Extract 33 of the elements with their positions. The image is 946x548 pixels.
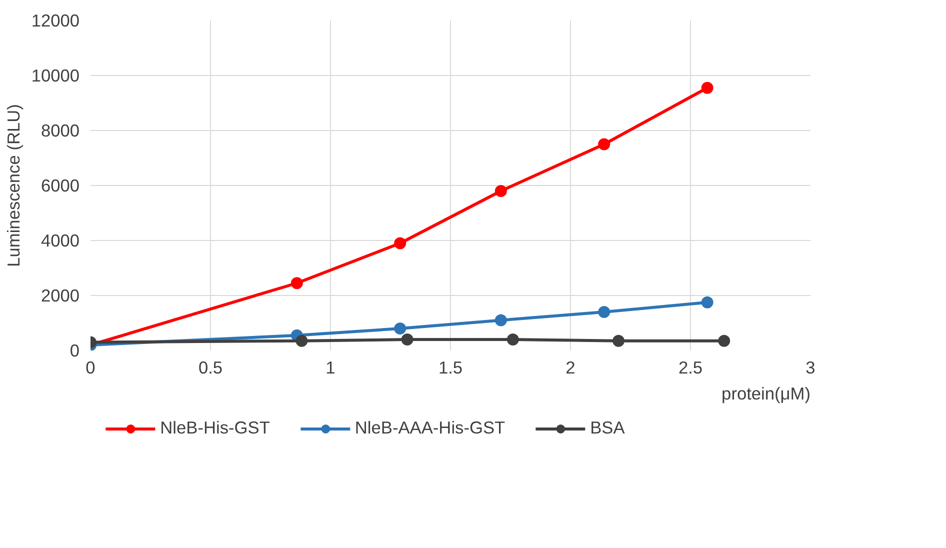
- x-axis-title: protein(μM): [722, 384, 811, 404]
- x-tick-label: 1: [326, 358, 336, 378]
- y-tick-label: 10000: [31, 66, 80, 86]
- legend-label: BSA: [590, 418, 625, 438]
- y-tick-label: 12000: [31, 10, 80, 30]
- point: [296, 334, 308, 347]
- point: [494, 314, 507, 326]
- x-tick-label: 2.5: [678, 358, 703, 378]
- point: [506, 334, 519, 346]
- y-tick-label: 8000: [40, 120, 80, 140]
- y-tick-label: 2000: [40, 286, 80, 306]
- y-tick-label: 4000: [40, 230, 80, 250]
- legend-label: NleB-AAA-His-GST: [354, 418, 506, 438]
- y-tick-label: 6000: [40, 176, 80, 196]
- point: [598, 306, 610, 318]
- x-tick-label: 1.5: [438, 358, 463, 378]
- point: [290, 277, 303, 290]
- point: [701, 296, 714, 308]
- point: [598, 138, 610, 150]
- y-tick-label: 0: [70, 340, 80, 360]
- point: [394, 322, 406, 334]
- legend-label: NleB-His-GST: [160, 418, 270, 438]
- point: [612, 334, 624, 347]
- y-axis-title: Luminescence (RLU): [3, 104, 24, 267]
- point: [701, 82, 714, 94]
- point: [394, 237, 406, 250]
- point: [401, 334, 414, 346]
- x-tick-label: 2: [566, 358, 576, 378]
- x-tick-label: 3: [806, 358, 816, 378]
- x-tick-label: 0.5: [198, 358, 223, 378]
- point: [494, 185, 507, 197]
- point: [718, 334, 730, 347]
- x-tick-label: 0: [86, 358, 96, 378]
